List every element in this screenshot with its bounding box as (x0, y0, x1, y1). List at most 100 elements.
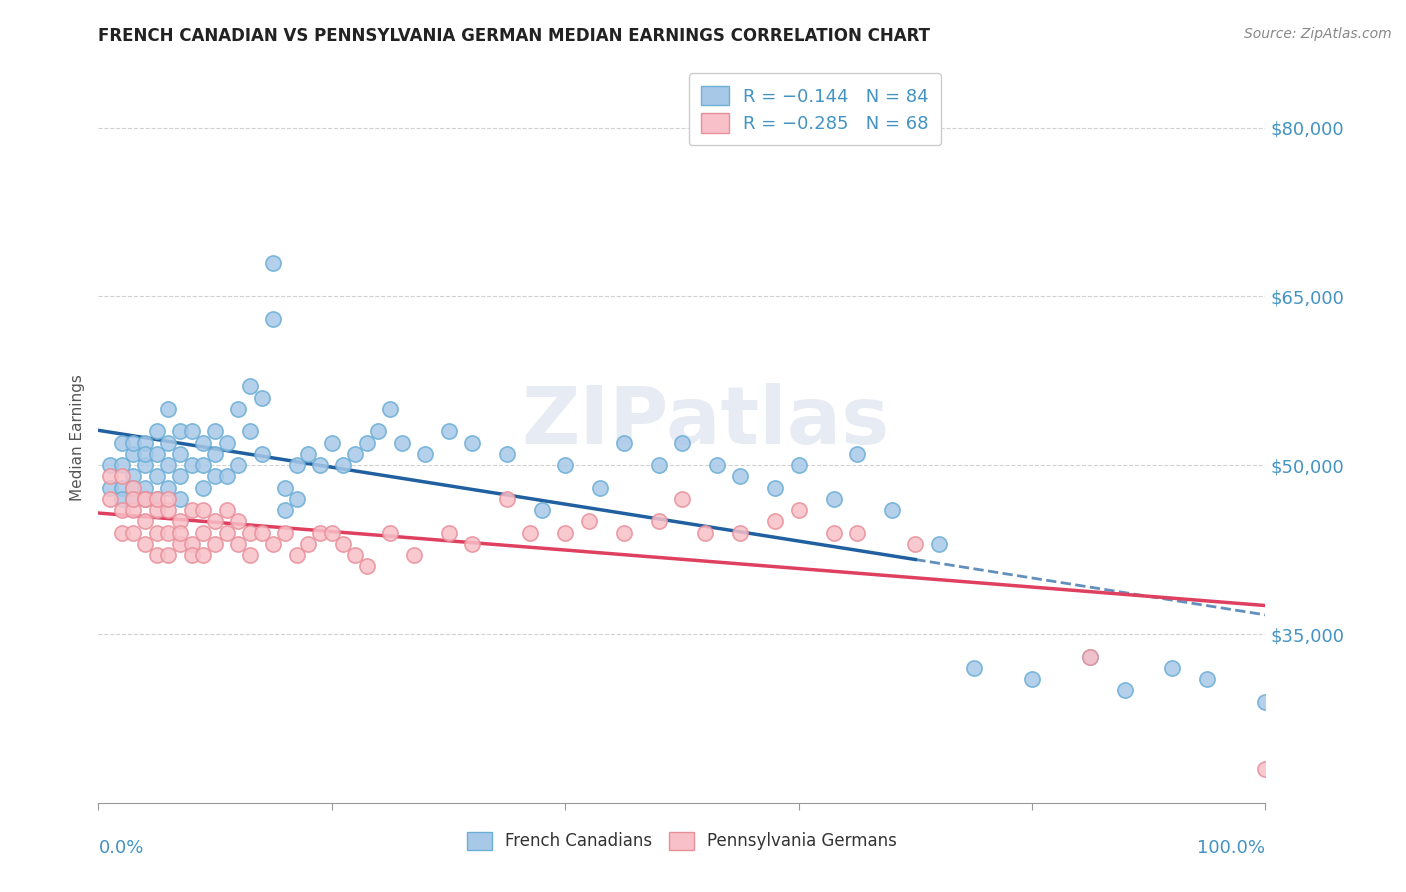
Point (204, 537, 226, 551)
Point (180, 425, 202, 439)
Point (239, 379, 262, 393)
Point (461, 537, 484, 551)
Point (787, 503, 810, 517)
Point (695, 525, 717, 540)
Point (98, 481, 121, 495)
Point (250, 391, 273, 405)
Point (554, 525, 576, 540)
Point (928, 537, 950, 551)
Point (787, 458, 810, 473)
Point (823, 525, 845, 540)
Point (146, 503, 169, 517)
Point (98, 469, 121, 483)
Text: Source: ZipAtlas.com: Source: ZipAtlas.com (1244, 27, 1392, 41)
Point (904, 537, 927, 551)
Point (285, 491, 308, 506)
Point (437, 425, 460, 439)
Point (228, 537, 250, 551)
Point (157, 525, 180, 540)
Point (671, 435, 693, 450)
Point (169, 447, 191, 461)
Point (111, 525, 134, 540)
Point (297, 537, 319, 551)
Point (193, 435, 215, 450)
Point (122, 525, 145, 540)
Point (134, 515, 156, 529)
Point (215, 525, 238, 540)
Point (823, 491, 845, 506)
Point (530, 503, 553, 517)
Point (496, 447, 519, 461)
Legend: French Canadians, Pennsylvania Germans: French Canadians, Pennsylvania Germans (457, 822, 907, 860)
Point (554, 458, 576, 473)
Point (215, 435, 238, 450)
Point (332, 458, 354, 473)
Point (146, 491, 169, 506)
Point (846, 447, 869, 461)
Point (180, 503, 202, 517)
Point (285, 458, 308, 473)
Point (344, 447, 367, 461)
Point (111, 458, 134, 473)
Point (180, 548, 202, 562)
Point (157, 503, 180, 517)
Point (169, 515, 191, 529)
Point (274, 481, 297, 495)
Point (111, 481, 134, 495)
Point (122, 503, 145, 517)
Point (262, 255, 284, 269)
Point (204, 469, 226, 483)
Point (204, 425, 226, 439)
Point (157, 458, 180, 473)
Point (647, 458, 669, 473)
Point (157, 481, 180, 495)
Point (134, 491, 156, 506)
Text: 100.0%: 100.0% (1198, 839, 1265, 857)
Point (578, 515, 600, 529)
Point (98, 491, 121, 506)
Point (391, 435, 413, 450)
Point (146, 469, 169, 483)
Point (461, 435, 484, 450)
Point (344, 548, 367, 562)
Point (146, 447, 169, 461)
Point (180, 537, 202, 551)
Point (274, 503, 297, 517)
Point (111, 469, 134, 483)
Point (380, 525, 402, 540)
Point (1114, 683, 1136, 698)
Point (134, 435, 156, 450)
Point (846, 525, 869, 540)
Text: 0.0%: 0.0% (98, 839, 143, 857)
Point (589, 481, 612, 495)
Point (134, 481, 156, 495)
Y-axis label: Median Earnings: Median Earnings (69, 374, 84, 500)
Point (122, 469, 145, 483)
Point (146, 548, 169, 562)
Point (250, 525, 273, 540)
Point (367, 425, 389, 439)
Point (413, 447, 436, 461)
Point (193, 548, 215, 562)
Point (146, 491, 169, 506)
Point (763, 481, 786, 495)
Point (496, 491, 519, 506)
Point (111, 435, 134, 450)
Point (134, 491, 156, 506)
Point (309, 458, 332, 473)
Point (193, 503, 215, 517)
Point (239, 425, 262, 439)
Point (309, 525, 332, 540)
Point (122, 481, 145, 495)
Point (1254, 762, 1277, 776)
Point (239, 525, 262, 540)
Point (111, 491, 134, 506)
Point (262, 537, 284, 551)
Point (204, 515, 226, 529)
Point (356, 435, 378, 450)
Point (157, 548, 180, 562)
Point (250, 447, 273, 461)
Point (1195, 672, 1218, 686)
Point (1080, 649, 1102, 664)
Point (193, 481, 215, 495)
